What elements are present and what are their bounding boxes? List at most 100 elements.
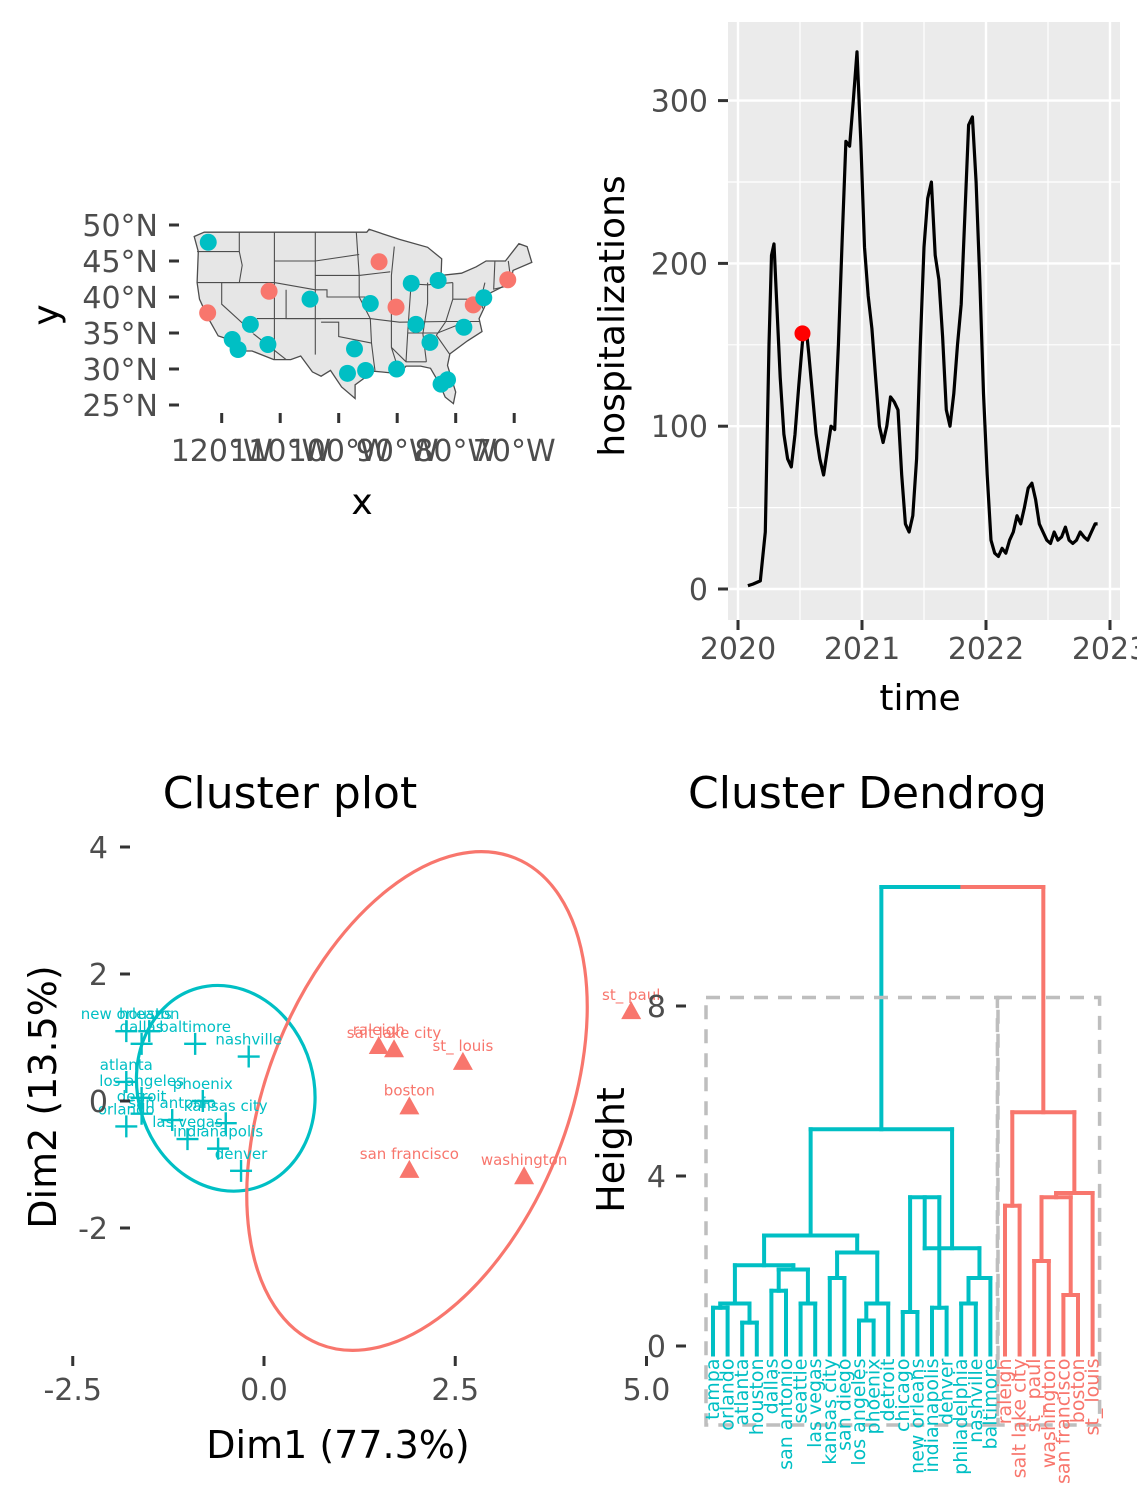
line-x-tick-label: 2023 (1072, 632, 1137, 667)
line-x-tick-label: 2022 (948, 632, 1024, 667)
leaf-label: dallas (760, 1359, 782, 1415)
state-border (321, 321, 372, 344)
cluster-point (399, 1096, 420, 1115)
dendrogram-panel: Cluster Dendrog tampaorlandoatlantahoust… (589, 768, 1104, 1484)
leaf-label: phoenix (863, 1359, 885, 1435)
leaf-label: houston (746, 1359, 768, 1436)
leaf-label: los angeles (848, 1359, 870, 1466)
map-point (199, 233, 217, 251)
leaf-label: nashville (965, 1359, 987, 1443)
map-points (199, 233, 517, 393)
leaf-label: san francisco (1052, 1359, 1074, 1485)
leaf-label: denver (936, 1358, 958, 1425)
line-x-label: time (879, 678, 960, 719)
cluster-x-tick-label: 5.0 (623, 1373, 671, 1408)
cluster-point-label: st_ paul (602, 986, 660, 1005)
cluster-points: new orleanshoustondallasbaltimorenashvil… (81, 986, 660, 1185)
line-y-label: hospitalizations (592, 175, 633, 456)
cluster-axes: -2.5 0.0 2.5 5.0 -2 0 2 4 (43, 831, 670, 1408)
cluster-point (191, 1090, 214, 1112)
cluster-rectangles (704, 995, 1102, 1427)
state-border (390, 246, 397, 362)
cluster-point-label: dallas (120, 1018, 164, 1036)
hospitalizations-line (747, 50, 1098, 588)
us-outline (193, 228, 533, 405)
cluster-point (452, 1051, 473, 1070)
cluster-point (130, 1032, 153, 1055)
state-border (285, 289, 322, 320)
cluster-point-label: atlanta (100, 1056, 153, 1074)
cluster-point-label: los angeles (99, 1072, 184, 1090)
map-point (432, 375, 450, 393)
line-x-tick-label: 2021 (824, 632, 900, 667)
leaf-label: boston (1067, 1359, 1089, 1424)
line-gridlines (728, 22, 1120, 620)
map-point (402, 274, 420, 292)
dendrogram-axes: 0 4 8 (647, 990, 686, 1365)
leaf-label: st_ louis (1082, 1359, 1104, 1436)
leaf-label: chicago (892, 1359, 914, 1433)
cluster-point-label: orlando (98, 1100, 155, 1118)
map-point (260, 282, 278, 300)
cluster-point-label: raleigh (353, 1021, 405, 1039)
map-point (338, 364, 356, 382)
line-y-tick-label: 0 (689, 573, 708, 608)
cluster-point (115, 1020, 138, 1043)
map-axes: 120°W110°W100°W90°W80°W70°W25°N30°N35°N4… (82, 209, 555, 469)
cluster-plot-title: Cluster plot (163, 768, 417, 819)
map-point (388, 360, 406, 378)
cluster-point (237, 1045, 260, 1068)
map-point (361, 294, 379, 312)
cluster-point (130, 1102, 153, 1125)
map-point (259, 336, 277, 354)
cluster-point (214, 1112, 237, 1135)
cluster-2-ellipse (245, 850, 589, 1352)
leaf-label: new orleans (906, 1359, 928, 1474)
cluster-point-label: las vegas (152, 1113, 223, 1131)
line-x-tick-label: 2020 (700, 632, 776, 667)
map-x-tick-label: 80°W (414, 434, 497, 469)
map-point (241, 315, 259, 333)
cluster-point (514, 1166, 535, 1185)
line-y-tick-label: 200 (651, 247, 708, 282)
dendrogram-y-tick-label: 8 (647, 990, 666, 1025)
leaf-label: raleigh (994, 1359, 1016, 1425)
cluster-y-tick-label: 4 (89, 831, 108, 866)
cluster-point (138, 1020, 161, 1043)
cluster-point-label: baltimore (159, 1018, 231, 1036)
cluster-point-label: boston (384, 1081, 435, 1099)
map-point (387, 298, 405, 316)
map-x-tick-label: 90°W (356, 434, 439, 469)
map-point (421, 333, 439, 351)
cluster-x-label: Dim1 (77.3%) (206, 1423, 469, 1467)
line-y-tick-label: 100 (651, 410, 708, 445)
dendrogram-y-tick-label: 0 (647, 1330, 666, 1365)
cluster-point-label: phoenix (173, 1075, 233, 1093)
cluster-point-label: washington (481, 1151, 568, 1169)
cluster-point-label: kansas city (184, 1097, 268, 1115)
map-point (199, 304, 217, 322)
state-border (315, 271, 391, 276)
leaf-label: san diego (833, 1359, 855, 1451)
line-y-tick-label: 300 (651, 85, 708, 120)
map-point (499, 271, 517, 289)
map-x-tick-label: 120°W (171, 434, 273, 469)
dendrogram-branches (711, 885, 1095, 1357)
cluster-point-label: salt lake city (347, 1024, 442, 1042)
cluster-y-tick-label: -2 (78, 1212, 108, 1247)
cluster-point (184, 1032, 207, 1055)
cluster-point-label: new orleans (81, 1005, 172, 1023)
map-y-tick-label: 35°N (82, 317, 158, 352)
leaf-label: philadelphia (950, 1359, 972, 1475)
cluster-y-label: Dim2 (13.5%) (21, 965, 65, 1228)
leaf-label: san antonio (775, 1359, 797, 1470)
leaf-label: kansas city (819, 1359, 841, 1465)
cluster-x-tick-label: 0.0 (240, 1373, 288, 1408)
cluster-y-tick-label: 0 (89, 1085, 108, 1120)
cluster-point-label: houston (119, 1005, 180, 1023)
cluster-point (399, 1159, 420, 1178)
cluster-y-tick-label: 2 (89, 958, 108, 993)
map-point (407, 315, 425, 333)
hospitalizations-panel: 0 100 200 300 2020 2021 2022 2023 time hospital… (592, 22, 1137, 719)
cluster-point (230, 1159, 253, 1182)
